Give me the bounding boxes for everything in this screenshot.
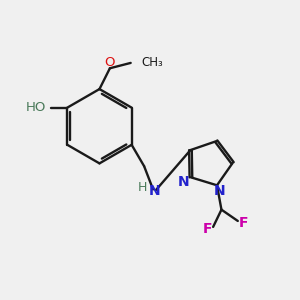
Text: N: N — [214, 184, 226, 198]
Text: N: N — [178, 175, 189, 189]
Text: N: N — [149, 184, 160, 198]
Text: F: F — [203, 222, 212, 236]
Text: HO: HO — [26, 101, 46, 114]
Text: CH₃: CH₃ — [141, 56, 163, 69]
Text: O: O — [105, 56, 115, 69]
Text: F: F — [238, 216, 248, 230]
Text: H: H — [138, 181, 147, 194]
